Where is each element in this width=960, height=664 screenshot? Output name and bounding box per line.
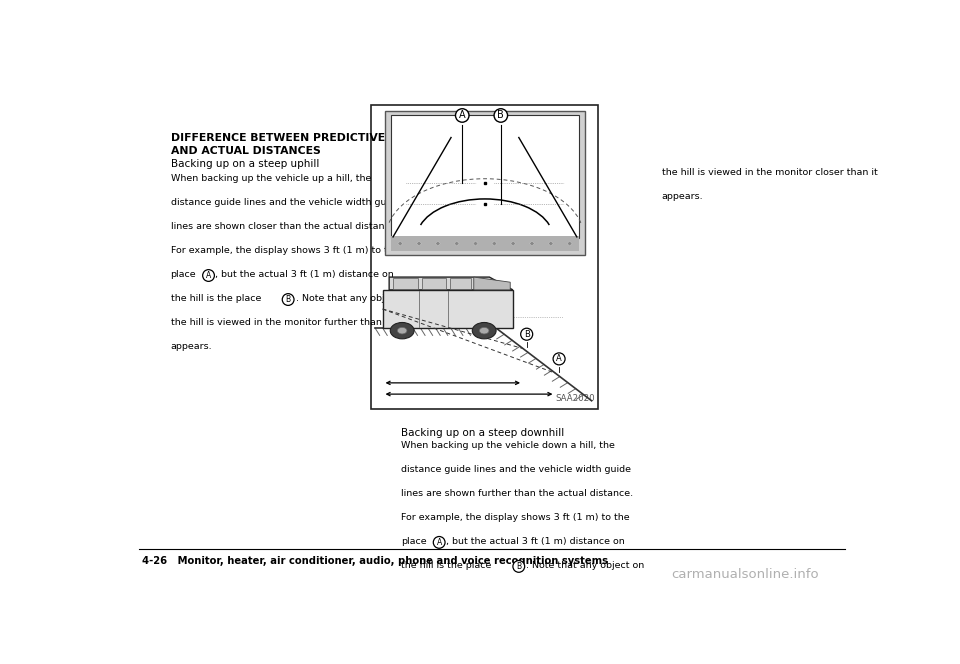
Text: When backing up the vehicle down a hill, the: When backing up the vehicle down a hill,… <box>401 441 615 450</box>
Circle shape <box>472 323 496 339</box>
Text: , but the actual 3 ft (1 m) distance on: , but the actual 3 ft (1 m) distance on <box>445 537 625 546</box>
Bar <box>372 105 598 410</box>
Polygon shape <box>511 241 516 246</box>
Bar <box>385 112 585 255</box>
Text: . Note that any object on: . Note that any object on <box>296 294 414 303</box>
Text: lines are shown closer than the actual distance.: lines are shown closer than the actual d… <box>171 222 398 231</box>
Text: A: A <box>437 538 442 547</box>
Polygon shape <box>492 241 497 246</box>
Polygon shape <box>436 241 441 246</box>
Bar <box>383 290 513 328</box>
Text: place: place <box>401 537 427 546</box>
Text: For example, the display shows 3 ft (1 m) to the: For example, the display shows 3 ft (1 m… <box>401 513 630 523</box>
Text: A: A <box>556 355 562 363</box>
Text: distance guide lines and the vehicle width guide: distance guide lines and the vehicle wid… <box>171 199 400 207</box>
Text: SAA2020: SAA2020 <box>555 394 594 403</box>
Text: , but the actual 3 ft (1 m) distance on: , but the actual 3 ft (1 m) distance on <box>215 270 394 280</box>
Text: DIFFERENCE BETWEEN PREDICTIVE
AND ACTUAL DISTANCES: DIFFERENCE BETWEEN PREDICTIVE AND ACTUAL… <box>171 133 385 156</box>
Text: the hill is the place: the hill is the place <box>171 294 261 303</box>
Circle shape <box>391 323 414 339</box>
Bar <box>450 278 471 290</box>
Text: B: B <box>524 330 530 339</box>
Bar <box>421 278 446 290</box>
Text: appears.: appears. <box>661 192 704 201</box>
Polygon shape <box>474 277 510 290</box>
Bar <box>391 236 579 251</box>
Text: A: A <box>205 271 211 280</box>
Text: A: A <box>459 110 466 120</box>
Text: B: B <box>516 562 521 571</box>
Text: 4-26   Monitor, heater, air conditioner, audio, phone and voice recognition syst: 4-26 Monitor, heater, air conditioner, a… <box>142 556 609 566</box>
Text: Backing up on a steep uphill: Backing up on a steep uphill <box>171 159 319 169</box>
Text: the hill is viewed in the monitor further than it: the hill is viewed in the monitor furthe… <box>171 319 391 327</box>
Circle shape <box>479 327 489 334</box>
Text: Backing up on a steep downhill: Backing up on a steep downhill <box>401 428 564 438</box>
Bar <box>393 278 418 290</box>
Polygon shape <box>454 241 459 246</box>
Text: B: B <box>497 110 504 120</box>
Text: For example, the display shows 3 ft (1 m) to the: For example, the display shows 3 ft (1 m… <box>171 246 399 256</box>
Text: the hill is the place: the hill is the place <box>401 561 492 570</box>
Text: carmanualsonline.info: carmanualsonline.info <box>671 568 819 581</box>
Text: . Note that any object on: . Note that any object on <box>526 561 644 570</box>
Text: the hill is viewed in the monitor closer than it: the hill is viewed in the monitor closer… <box>661 167 877 177</box>
Text: When backing up the vehicle up a hill, the: When backing up the vehicle up a hill, t… <box>171 174 371 183</box>
Polygon shape <box>473 241 478 246</box>
Polygon shape <box>389 277 513 290</box>
Text: B: B <box>285 295 291 304</box>
Polygon shape <box>567 241 572 246</box>
Polygon shape <box>530 241 535 246</box>
Circle shape <box>397 327 407 334</box>
Polygon shape <box>397 241 403 246</box>
Polygon shape <box>417 241 421 246</box>
Text: place: place <box>171 270 196 280</box>
Polygon shape <box>548 241 553 246</box>
Text: lines are shown further than the actual distance.: lines are shown further than the actual … <box>401 489 634 498</box>
Text: distance guide lines and the vehicle width guide: distance guide lines and the vehicle wid… <box>401 465 632 474</box>
Bar <box>391 116 579 238</box>
Text: appears.: appears. <box>171 343 212 351</box>
